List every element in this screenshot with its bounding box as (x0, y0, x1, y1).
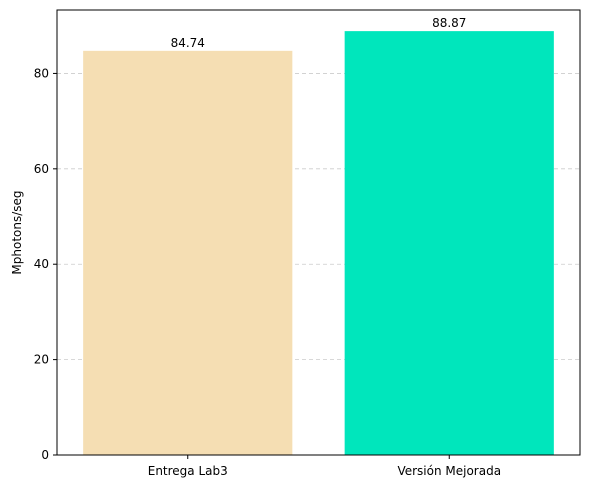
y-tick-label-2: 40 (34, 257, 49, 271)
y-tick-label-0: 0 (41, 448, 49, 462)
x-tick-label-1: Versión Mejorada (397, 464, 501, 478)
data-labels: 84.74 88.87 (171, 16, 467, 50)
bars (83, 31, 554, 456)
plot-frame (56, 9, 581, 456)
y-tick-label-1: 20 (34, 353, 49, 367)
y-tick-label-3: 60 (34, 162, 49, 176)
x-tick-label-0: Entrega Lab3 (148, 464, 228, 478)
bar-0 (83, 50, 293, 455)
y-tick-label-4: 80 (34, 66, 49, 80)
bar-value-label-0: 84.74 (171, 36, 205, 50)
bar-value-label-1: 88.87 (432, 16, 466, 30)
bar-1 (344, 31, 554, 456)
x-axis-ticks: Entrega Lab3 Versión Mejorada (148, 455, 501, 478)
y-axis-label: Mphotons/seg (10, 190, 24, 274)
y-axis-ticks: 0 20 40 60 80 (34, 66, 57, 462)
